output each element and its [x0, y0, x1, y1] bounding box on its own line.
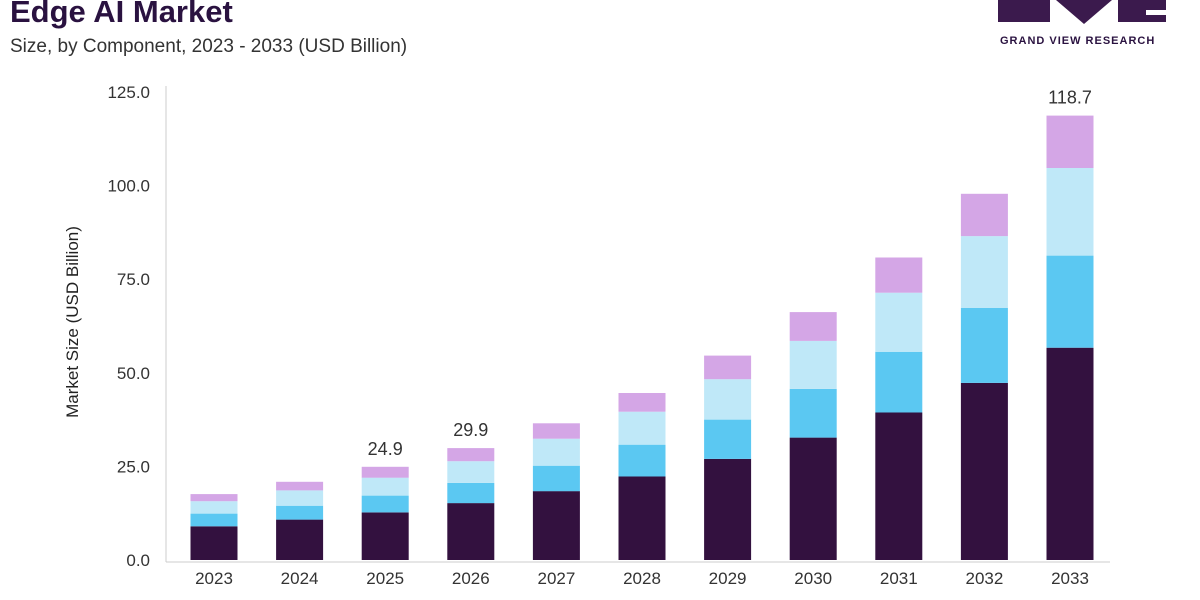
bar-segment-2031-3 [875, 292, 923, 352]
y-ticks-group: 0.0 25.0 50.0 75.0 100.0 125.0 [107, 83, 150, 570]
chart-title: Edge AI Market [10, 0, 233, 29]
bars-group [190, 115, 1094, 560]
bar-segment-2027-3 [532, 438, 580, 466]
y-axis-title: Market Size (USD Billion) [63, 226, 82, 418]
bar-segment-2024-3 [276, 490, 324, 506]
bar-segment-2028-2 [618, 444, 666, 477]
bar-segment-2027-4 [532, 423, 580, 439]
bar-segment-2032-2 [960, 308, 1008, 383]
bar-segment-2028-1 [618, 476, 666, 560]
total-label-2025: 24.9 [368, 439, 403, 459]
y-tick-label: 125.0 [107, 83, 150, 102]
bar-segment-2032-4 [960, 193, 1008, 237]
total-label-2026: 29.9 [453, 420, 488, 440]
bar-segment-2026-1 [447, 503, 495, 560]
logo-block-right [1118, 0, 1166, 22]
logo-bar-right [1146, 10, 1166, 15]
x-tick-label: 2028 [623, 569, 661, 588]
bar-segment-2029-1 [704, 458, 752, 560]
x-tick-label: 2024 [281, 569, 319, 588]
bar-segment-2025-1 [361, 512, 409, 560]
x-tick-label: 2026 [452, 569, 490, 588]
x-tick-label: 2029 [709, 569, 747, 588]
bar-segment-2023-2 [190, 513, 238, 527]
bar-segment-2024-4 [276, 481, 324, 491]
x-tick-label: 2027 [537, 569, 575, 588]
bar-segment-2031-4 [875, 257, 923, 293]
y-tick-label: 75.0 [117, 270, 150, 289]
bar-segment-2032-3 [960, 236, 1008, 308]
x-tick-label: 2030 [794, 569, 832, 588]
bar-segment-2030-2 [789, 388, 837, 438]
bar-segment-2024-2 [276, 505, 324, 520]
bar-segment-2031-2 [875, 351, 923, 413]
x-tick-label: 2025 [366, 569, 404, 588]
bar-segment-2033-3 [1046, 168, 1094, 256]
y-tick-label: 100.0 [107, 177, 150, 196]
bar-segment-2033-1 [1046, 347, 1094, 560]
bar-segment-2027-2 [532, 465, 580, 492]
bar-segment-2027-1 [532, 491, 580, 560]
bar-segment-2026-3 [447, 461, 495, 483]
bar-segment-2025-2 [361, 495, 409, 513]
bar-segment-2033-4 [1046, 115, 1094, 168]
bar-segment-2029-3 [704, 379, 752, 420]
bar-segment-2025-3 [361, 477, 409, 496]
bar-segment-2028-4 [618, 393, 666, 412]
x-tick-label: 2032 [965, 569, 1003, 588]
bar-segment-2031-1 [875, 412, 923, 560]
bar-segment-2028-3 [618, 411, 666, 445]
bar-segment-2033-2 [1046, 255, 1094, 348]
bar-segment-2023-4 [190, 494, 238, 502]
bar-segment-2030-3 [789, 341, 837, 389]
chart-subtitle: Size, by Component, 2023 - 2033 (USD Bil… [10, 36, 408, 57]
x-tick-label: 2033 [1051, 569, 1089, 588]
bar-segment-2030-1 [789, 437, 837, 560]
x-ticks-group: 2023 2024 2025 2026 2027 2028 2029 2030 2031 2032… [195, 569, 1089, 588]
bar-segment-2025-4 [361, 466, 409, 478]
x-tick-label: 2023 [195, 569, 233, 588]
total-labels-group: 24.9 29.9 118.7 [368, 88, 1092, 459]
bar-segment-2024-1 [276, 519, 324, 560]
bar-segment-2023-1 [190, 526, 238, 560]
y-tick-label: 0.0 [126, 551, 150, 570]
total-label-2033: 118.7 [1048, 88, 1092, 108]
x-tick-label: 2031 [880, 569, 918, 588]
logo-text: GRAND VIEW RESEARCH [1000, 35, 1156, 47]
bar-segment-2026-2 [447, 482, 495, 504]
logo-block-left [998, 0, 1050, 22]
bar-segment-2023-3 [190, 501, 238, 514]
grand-view-research-logo [998, 0, 1166, 24]
logo-block-middle [1056, 0, 1112, 24]
y-tick-label: 50.0 [117, 364, 150, 383]
bar-segment-2026-4 [447, 448, 495, 462]
bar-segment-2032-1 [960, 382, 1008, 560]
bar-segment-2030-4 [789, 312, 837, 341]
bar-segment-2029-4 [704, 355, 752, 380]
bar-segment-2029-2 [704, 419, 752, 459]
y-tick-label: 25.0 [117, 457, 150, 476]
